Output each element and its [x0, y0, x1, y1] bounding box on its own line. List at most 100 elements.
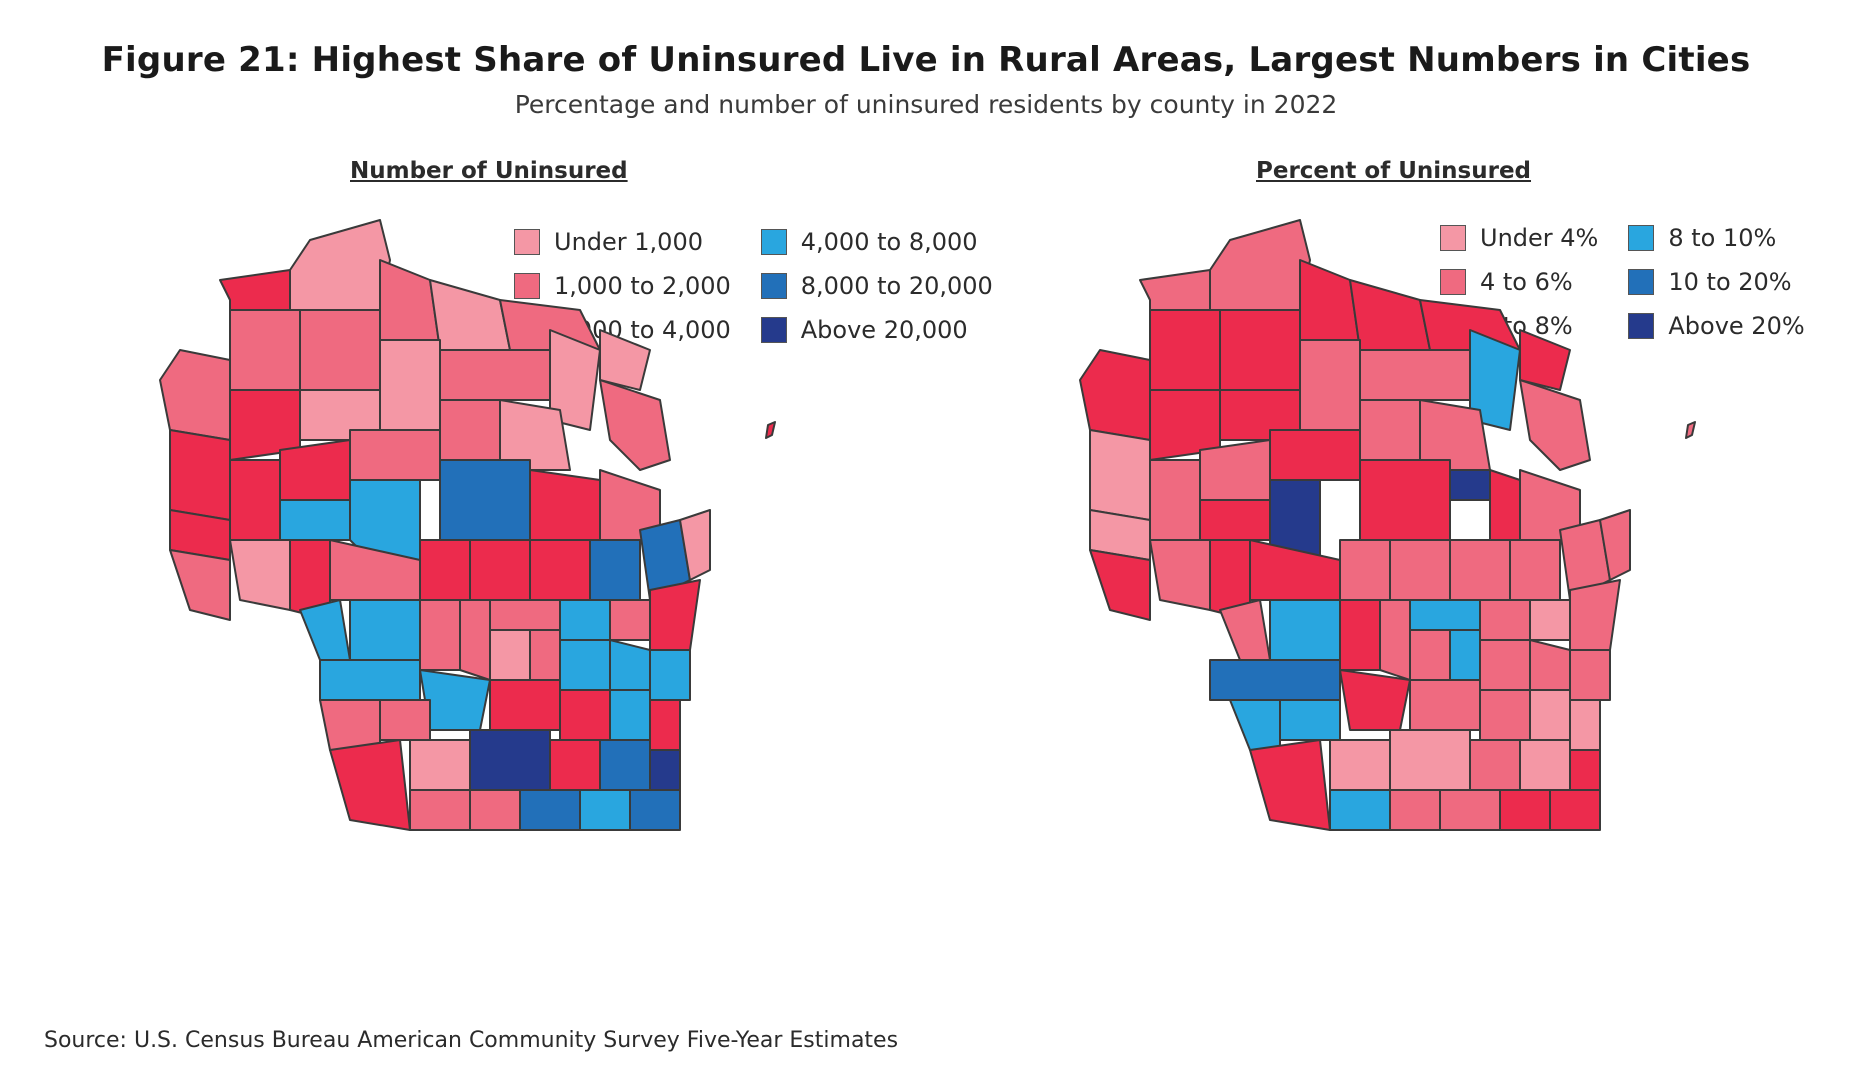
legend-item: Under 1,000: [514, 220, 731, 264]
county: [489, 629, 531, 681]
legend-label: Above 20%: [1668, 312, 1805, 340]
county: [439, 349, 551, 401]
county: [1569, 749, 1601, 791]
county: [1549, 789, 1601, 831]
county: [319, 699, 381, 751]
county: [1339, 539, 1391, 601]
county: [289, 219, 391, 311]
legend-swatch: [1628, 269, 1655, 295]
county: [1249, 739, 1331, 831]
county: [559, 639, 611, 691]
county: [1529, 689, 1571, 741]
county: [279, 439, 351, 501]
county: [1379, 599, 1411, 681]
legend-label: Under 4%: [1480, 224, 1599, 252]
county: [1209, 659, 1341, 701]
county: [765, 421, 776, 439]
legend-label: Above 20,000: [800, 316, 968, 344]
legend-item: 4 to 6%: [1440, 260, 1598, 304]
legend-item: Above 20%: [1628, 304, 1805, 348]
county: [1569, 649, 1611, 701]
county: [1269, 429, 1361, 481]
county: [1219, 599, 1271, 661]
county: [1479, 599, 1531, 641]
county: [1685, 421, 1696, 439]
legend-swatch: [1440, 225, 1466, 251]
county: [589, 539, 641, 601]
county: [1089, 549, 1151, 621]
legend-label: 4 to 6%: [1480, 268, 1573, 296]
county: [1089, 429, 1151, 521]
county: [1569, 579, 1621, 651]
county: [1329, 739, 1391, 791]
county: [1409, 599, 1481, 631]
county: [609, 689, 651, 741]
legend-item: 1,000 to 2,000: [514, 264, 731, 308]
county: [409, 739, 471, 791]
county: [579, 789, 631, 831]
legend-swatch: [1628, 313, 1655, 339]
county: [1449, 629, 1481, 681]
legend-item: 10 to 20%: [1628, 260, 1804, 304]
county: [1479, 689, 1531, 741]
county: [1339, 669, 1411, 731]
county: [609, 599, 651, 641]
county: [489, 679, 561, 731]
county: [599, 739, 651, 791]
map-title-percent: Percent of Uninsured: [1256, 158, 1532, 184]
county: [1389, 729, 1471, 791]
county: [1149, 539, 1211, 611]
wisconsin-map-number: [159, 219, 776, 831]
county: [439, 399, 501, 461]
county: [1079, 349, 1151, 441]
county: [1499, 789, 1551, 831]
county: [469, 729, 551, 791]
county: [1409, 629, 1451, 681]
county: [1489, 469, 1521, 541]
county: [1299, 339, 1361, 431]
county: [1519, 329, 1571, 391]
county: [1469, 739, 1521, 791]
map-title-number: Number of Uninsured: [350, 158, 628, 184]
county: [1149, 459, 1201, 541]
legend-item: Under 4%: [1440, 216, 1598, 260]
legend-swatch: [760, 273, 787, 299]
wisconsin-map-percent: [1079, 219, 1696, 831]
county: [1229, 699, 1281, 751]
county: [319, 659, 421, 701]
legend-swatch: [760, 229, 787, 255]
legend-swatch: [1440, 269, 1466, 295]
county: [1359, 459, 1451, 541]
legend-label: 8 to 10%: [1668, 224, 1777, 252]
county: [1279, 699, 1341, 741]
county: [229, 539, 291, 611]
legend-label: Under 1,000: [554, 228, 703, 256]
county: [549, 329, 601, 431]
legend-number: Under 1,000 1,000 to 2,000 2,000 to 4,00…: [514, 220, 993, 352]
county: [349, 429, 441, 481]
county: [649, 579, 701, 651]
county: [169, 549, 231, 621]
legend-swatch: [514, 229, 540, 255]
county: [609, 639, 651, 691]
county: [519, 789, 581, 831]
county: [1199, 439, 1271, 501]
county: [1269, 599, 1341, 661]
county: [1599, 509, 1631, 581]
county: [279, 499, 351, 541]
legend-item: 8 to 10%: [1628, 216, 1804, 260]
county: [329, 739, 411, 831]
figure-title: Figure 21: Highest Share of Uninsured Li…: [101, 40, 1751, 80]
county: [169, 429, 231, 521]
county: [1479, 639, 1531, 691]
county: [679, 509, 711, 581]
legend-label: 10 to 20%: [1668, 268, 1792, 296]
county: [1449, 539, 1511, 601]
county: [1389, 539, 1451, 601]
legend-label: 4,000 to 8,000: [800, 228, 978, 256]
legend-swatch: [514, 273, 540, 299]
county: [1519, 379, 1591, 471]
county: [599, 379, 671, 471]
legend-percent: Under 4% 4 to 6% 6 to 8% 8 to 10% 10 to …: [1440, 216, 1805, 348]
county: [469, 789, 521, 831]
